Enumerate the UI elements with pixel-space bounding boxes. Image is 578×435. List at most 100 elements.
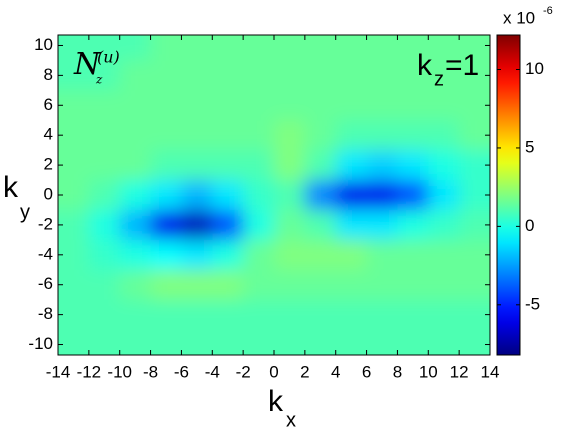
heatmap-cell [212,239,245,271]
heatmap-cell [274,269,306,301]
heatmap-cell [459,60,490,92]
heatmap-cell [88,329,121,355]
x-tick-label: 4 [331,362,340,381]
x-tick-label: 12 [450,362,469,381]
heatmap-cell [58,35,90,62]
heatmap-cell [274,180,306,211]
heatmap-cell [181,180,214,211]
y-tick-label: 2 [44,155,53,174]
annotation: k [417,49,433,82]
heatmap-cell [181,329,214,355]
heatmap-cell [181,239,214,271]
annotation-sub: z [434,68,444,90]
x-tick-label: 2 [300,362,309,381]
heatmap-cell [181,150,214,182]
heatmap-cell [274,239,306,271]
heatmap-cell [150,329,183,355]
heatmap-cell [58,90,90,122]
heatmap-cell [150,60,183,92]
heatmap-cell [397,180,430,211]
heatmap-cell [274,150,306,182]
x-tick-label: -2 [236,362,251,381]
heatmap-cell [335,150,368,182]
heatmap-cell [88,150,121,182]
heatmap-cell [397,90,430,122]
heatmap-cell [366,299,399,331]
heatmap-cell [243,35,275,62]
colorbar-scale: x 10 [503,8,535,27]
heatmap-cell [304,239,337,271]
heatmap-cell [119,239,152,271]
heatmap-cell [181,90,214,122]
heatmap-cell [181,299,214,331]
heatmap-cell [119,180,152,211]
heatmap-cell [335,239,368,271]
x-tick-label: -8 [143,362,158,381]
heatmap-cell [304,209,337,241]
heatmap-cell [304,90,337,122]
heatmap-cell [119,35,152,62]
heatmap-cell [335,209,368,241]
heatmap-cell [150,90,183,122]
x-tick-label: 0 [269,362,278,381]
colorbar-tick-label: 0 [525,216,534,235]
math-label-sub: z [95,73,103,87]
heatmap-cell [335,60,368,92]
y-tick-label: -2 [38,214,53,233]
y-tick-label: 4 [44,125,53,144]
x-tick-label: -4 [205,362,220,381]
heatmap-cell [243,299,275,331]
heatmap-cell [428,269,461,301]
heatmap-cell [366,239,399,271]
heatmap-cell [243,209,275,241]
heatmap-cell [88,60,121,92]
x-axis-label-sub: x [286,409,296,431]
heatmap-cell [274,120,306,152]
heatmap-cell [274,60,306,92]
heatmap-cell [274,90,306,122]
heatmap-cell [366,150,399,182]
heatmap-cell [428,299,461,331]
heatmap-cell [335,269,368,301]
x-tick-label: 8 [393,362,402,381]
x-tick-label: -6 [174,362,189,381]
heatmap-cell [304,60,337,92]
heatmap-cell [366,35,399,62]
heatmap-cell [335,120,368,152]
heatmap-cell [397,239,430,271]
heatmap-cell [150,299,183,331]
heatmap-cell [181,209,214,241]
colorbar-tick-label: 10 [525,59,544,78]
heatmap-cell [366,90,399,122]
colorbar-exponent: -6 [543,5,553,17]
heatmap-cell [459,209,490,241]
heatmap-cell [335,329,368,355]
x-tick-label: -14 [46,362,71,381]
heatmap-cell [150,239,183,271]
heatmap-cell [212,60,245,92]
heatmap-cell [181,269,214,301]
heatmap-cell [428,150,461,182]
heatmap-cell [366,329,399,355]
heatmap-cell [212,329,245,355]
heatmap-cell [58,329,90,355]
heatmap-cell [335,180,368,211]
heatmap-cell [150,35,183,62]
heatmap-cell [58,120,90,152]
heatmap-cell [459,299,490,331]
heatmap-cell [397,35,430,62]
heatmap-cell [88,180,121,211]
heatmap-cell [119,150,152,182]
heatmap-cell [119,329,152,355]
heatmap-cell [459,180,490,211]
heatmap-cell [428,209,461,241]
heatmap-cell [459,239,490,271]
heatmap-cell [274,299,306,331]
heatmap-cell [150,209,183,241]
heatmap-cell [366,209,399,241]
heatmap-cell [304,329,337,355]
heatmap-cell [243,269,275,301]
heatmap-cell [428,60,461,92]
heatmap-cell [181,120,214,152]
heatmap-cell [428,90,461,122]
